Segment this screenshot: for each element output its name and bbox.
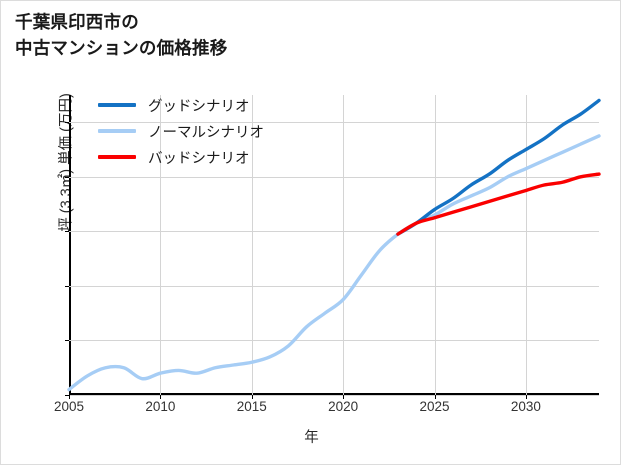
x-tick-label-2010: 2010 <box>145 399 176 414</box>
legend-label: ノーマルシナリオ <box>148 124 264 141</box>
x-axis-label: 年 <box>304 430 319 446</box>
tick-mark-y-100 <box>65 231 69 233</box>
x-axis-spine <box>69 393 599 395</box>
tick-mark-x-2030 <box>525 395 527 399</box>
x-tick-label-2020: 2020 <box>328 399 359 414</box>
page-title: 千葉県印西市の 中古マンションの価格推移 <box>15 12 228 58</box>
y-axis-spine <box>69 95 71 395</box>
tick-mark-y-120 <box>65 176 69 178</box>
x-tick-label-2025: 2025 <box>419 399 450 414</box>
tick-mark-x-2005 <box>69 395 70 399</box>
x-tick-label-2030: 2030 <box>510 399 541 414</box>
legend-label: バッドシナリオ <box>148 150 250 167</box>
tick-mark-y-80 <box>65 285 69 287</box>
tick-mark-x-2025 <box>434 395 436 399</box>
x-tick-label-2015: 2015 <box>236 399 267 414</box>
series-line-good <box>396 98 601 236</box>
legend-entry-1[interactable]: グッドシナリオ <box>98 95 264 115</box>
legend-label: グッドシナリオ <box>148 98 250 115</box>
gridline-x-2025 <box>434 95 436 395</box>
legend-swatch-icon <box>98 155 136 159</box>
legend-entry-3[interactable]: バッドシナリオ <box>98 147 264 167</box>
gridline-y-80 <box>69 285 599 287</box>
tick-mark-x-2020 <box>343 395 345 399</box>
legend-swatch-icon <box>98 129 136 133</box>
gridline-x-2020 <box>343 95 345 395</box>
chart-legend: グッドシナリオ ノーマルシナリオ バッドシナリオ <box>98 95 264 167</box>
tick-mark-x-2010 <box>160 395 162 399</box>
series-line-bad <box>396 172 601 236</box>
legend-swatch-icon <box>98 103 136 107</box>
gridline-y-140 <box>69 122 599 124</box>
plot-area: 406080100120140 200520102015202020252030… <box>54 95 601 414</box>
gridline-y-60 <box>69 340 599 342</box>
gridline-x-2030 <box>525 95 527 395</box>
gridline-y-40 <box>69 395 599 396</box>
gridline-y-100 <box>69 231 599 233</box>
legend-entry-2[interactable]: ノーマルシナリオ <box>98 121 264 141</box>
x-tick-label-2005: 2005 <box>53 399 85 414</box>
series-line-normal <box>67 134 601 392</box>
tick-mark-x-2015 <box>251 395 253 399</box>
tick-mark-y-140 <box>65 122 69 124</box>
tick-mark-y-60 <box>65 340 69 342</box>
gridline-y-120 <box>69 176 599 178</box>
tick-mark-y-40 <box>65 395 69 396</box>
